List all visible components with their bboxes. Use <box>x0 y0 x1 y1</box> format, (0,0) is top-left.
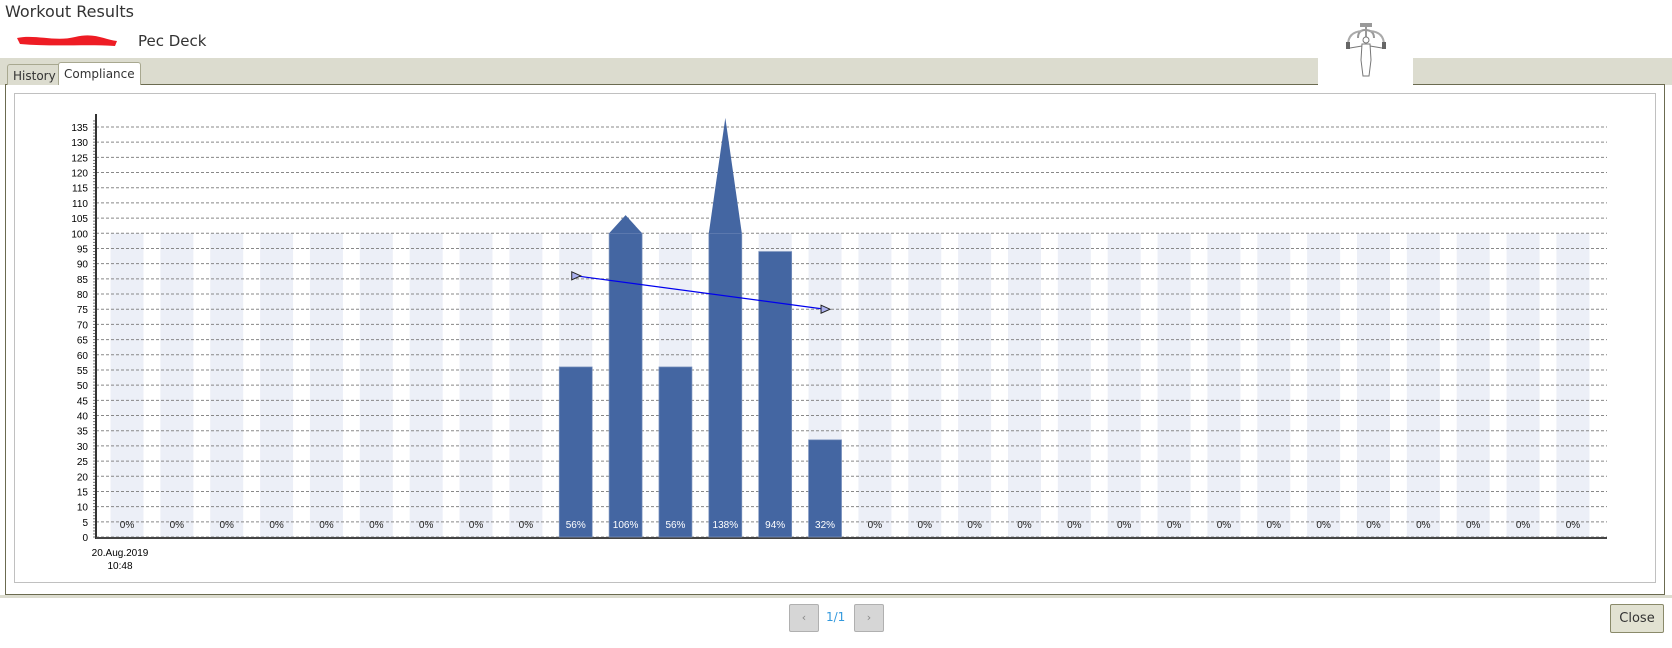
y-tick-label: 130 <box>71 138 88 149</box>
bar-data-label: 0% <box>1566 520 1581 531</box>
y-tick-label: 10 <box>77 503 89 514</box>
trend-line <box>575 275 826 310</box>
bar-data-label: 32% <box>815 520 835 531</box>
chevron-left-icon: ‹ <box>801 611 807 624</box>
y-tick-label: 75 <box>77 305 89 316</box>
bar-data-label: 56% <box>665 520 685 531</box>
chevron-right-icon: › <box>866 611 872 624</box>
trend-marker <box>571 271 582 281</box>
y-tick-label: 80 <box>77 290 89 301</box>
bar-data-label: 0% <box>1316 520 1331 531</box>
y-tick-label: 50 <box>77 381 89 392</box>
bar-data-label: 0% <box>469 520 484 531</box>
y-tick-label: 95 <box>77 244 89 255</box>
bar <box>608 232 643 538</box>
x-category-label: 10:48 <box>107 561 132 572</box>
y-tick-label: 15 <box>77 487 89 498</box>
y-tick-label: 135 <box>71 123 88 134</box>
bar <box>708 232 743 538</box>
bar-data-label: 0% <box>1117 520 1132 531</box>
y-tick-label: 60 <box>77 351 89 362</box>
bar <box>658 366 693 538</box>
y-tick-label: 125 <box>71 153 88 164</box>
bar-data-label: 0% <box>519 520 534 531</box>
y-tick-label: 5 <box>82 518 88 529</box>
bar <box>808 439 842 538</box>
bar-data-label: 0% <box>1267 520 1282 531</box>
y-tick-label: 110 <box>72 199 88 210</box>
bar-data-label: 0% <box>967 520 982 531</box>
y-tick-label: 55 <box>77 366 89 377</box>
y-tick-label: 30 <box>77 442 89 453</box>
bar-data-label: 0% <box>918 520 933 531</box>
bar-data-label: 0% <box>1516 520 1531 531</box>
bar-overflow-peak <box>609 215 643 234</box>
bar-data-label: 0% <box>170 520 185 531</box>
bar-data-label: 0% <box>120 520 135 531</box>
exercise-image <box>1318 0 1413 86</box>
y-tick-label: 120 <box>71 169 88 180</box>
y-tick-label: 45 <box>77 396 89 407</box>
bar-data-label: 106% <box>613 520 639 531</box>
y-tick-label: 85 <box>77 275 89 286</box>
y-tick-label: 70 <box>77 320 89 331</box>
trend-marker <box>820 304 832 314</box>
compliance-chart: 0 5 10 15 20 25 30 35 40 45 50 55 60 65 70 75 80 85 90 95 10… <box>71 114 1607 572</box>
exercise-name: Pec Deck <box>138 32 207 50</box>
close-button[interactable]: Close <box>1610 604 1664 633</box>
bar-data-label: 0% <box>219 520 234 531</box>
y-tick-label: 40 <box>77 412 89 423</box>
bar-overflow-peak <box>708 117 742 234</box>
y-tick-label: 35 <box>77 427 89 438</box>
prev-page-button[interactable]: ‹ <box>789 604 819 632</box>
bar <box>558 366 593 538</box>
window-title: Workout Results <box>5 2 135 21</box>
next-page-button[interactable]: › <box>854 604 884 632</box>
bar-data-label: 94% <box>765 520 785 531</box>
bar-data-label: 0% <box>419 520 434 531</box>
bar <box>758 251 793 538</box>
y-tick-label: 90 <box>77 260 89 271</box>
redacted-name <box>17 35 117 46</box>
y-tick-label: 105 <box>71 214 88 225</box>
pec-deck-figure-icon <box>1346 23 1386 77</box>
bar-data-label: 0% <box>1366 520 1381 531</box>
bar-data-label: 0% <box>1217 520 1232 531</box>
y-tick-label: 25 <box>77 457 89 468</box>
bar-data-label: 0% <box>1466 520 1481 531</box>
bar-data-label: 0% <box>369 520 384 531</box>
bar-data-label: 0% <box>1067 520 1082 531</box>
bar-data-label: 0% <box>1017 520 1032 531</box>
page-indicator: 1/1 <box>826 610 846 624</box>
chart-frame <box>14 93 1656 583</box>
bar-data-label: 0% <box>319 520 334 531</box>
y-tick-label: 65 <box>77 336 89 347</box>
panel-bottom-border <box>0 595 1672 598</box>
bar-data-label: 0% <box>269 520 284 531</box>
y-tick-label: 20 <box>77 472 89 483</box>
y-tick-label: 115 <box>72 184 88 195</box>
x-category-label: 20.Aug.2019 <box>92 548 149 559</box>
bar-data-label: 0% <box>1416 520 1431 531</box>
bar-data-label: 0% <box>1167 520 1182 531</box>
bar-data-label: 138% <box>713 520 739 531</box>
bar-data-label: 0% <box>868 520 883 531</box>
tab-compliance[interactable]: Compliance <box>58 62 141 85</box>
tab-history[interactable]: History <box>7 64 62 85</box>
bar-data-label: 56% <box>566 520 586 531</box>
y-tick-label: 100 <box>71 229 88 240</box>
y-tick-label: 0 <box>82 533 88 544</box>
